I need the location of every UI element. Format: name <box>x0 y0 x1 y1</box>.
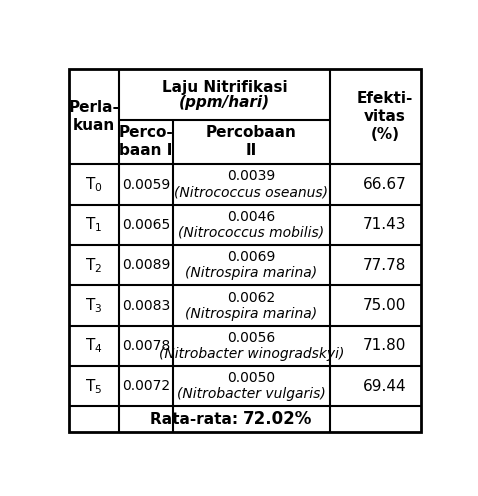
Text: 0.0046: 0.0046 <box>228 210 276 224</box>
Text: Perco-
baan I: Perco- baan I <box>119 125 173 158</box>
Text: 71.80: 71.80 <box>363 338 406 354</box>
Text: 0.0083: 0.0083 <box>122 299 170 312</box>
Text: 69.44: 69.44 <box>363 379 407 394</box>
Text: 75.00: 75.00 <box>363 298 406 313</box>
Text: T$_4$: T$_4$ <box>85 337 103 355</box>
Text: T$_2$: T$_2$ <box>86 256 103 275</box>
Text: (Nitrococcus mobilis): (Nitrococcus mobilis) <box>178 226 325 240</box>
Text: T$_3$: T$_3$ <box>86 296 103 315</box>
Text: (Nitrobacter winogradskyi): (Nitrobacter winogradskyi) <box>159 347 344 361</box>
Text: Laju Nitrifikasi: Laju Nitrifikasi <box>162 80 287 95</box>
Text: Percobaan
II: Percobaan II <box>206 125 297 158</box>
Text: 0.0056: 0.0056 <box>228 331 276 345</box>
Text: 0.0072: 0.0072 <box>122 379 170 393</box>
Text: (Nitrospira marina): (Nitrospira marina) <box>185 307 317 321</box>
Text: 0.0065: 0.0065 <box>122 218 170 232</box>
Text: (Nitrococcus oseanus): (Nitrococcus oseanus) <box>174 186 328 199</box>
Text: 71.43: 71.43 <box>363 217 407 233</box>
Text: (Nitrospira marina): (Nitrospira marina) <box>185 266 317 280</box>
Text: (ppm/hari): (ppm/hari) <box>179 95 270 110</box>
Text: 0.0039: 0.0039 <box>228 170 276 184</box>
Text: Efekti-
vitas
(%): Efekti- vitas (%) <box>357 91 413 142</box>
Text: T$_0$: T$_0$ <box>85 175 103 194</box>
Text: T$_1$: T$_1$ <box>86 216 103 234</box>
Text: Perla-
kuan: Perla- kuan <box>68 100 120 133</box>
Text: 66.67: 66.67 <box>363 177 407 192</box>
Text: (Nitrobacter vulgaris): (Nitrobacter vulgaris) <box>177 387 326 401</box>
Text: 0.0069: 0.0069 <box>227 250 276 264</box>
Text: 0.0089: 0.0089 <box>122 258 170 272</box>
Text: Rata-rata:: Rata-rata: <box>150 412 243 427</box>
Text: 0.0078: 0.0078 <box>122 339 170 353</box>
Text: 77.78: 77.78 <box>363 258 406 273</box>
Text: T$_5$: T$_5$ <box>86 377 103 396</box>
Text: 0.0062: 0.0062 <box>228 291 276 305</box>
Text: 0.0050: 0.0050 <box>228 371 275 385</box>
Text: 72.02%: 72.02% <box>243 410 313 428</box>
Text: 0.0059: 0.0059 <box>122 178 170 191</box>
